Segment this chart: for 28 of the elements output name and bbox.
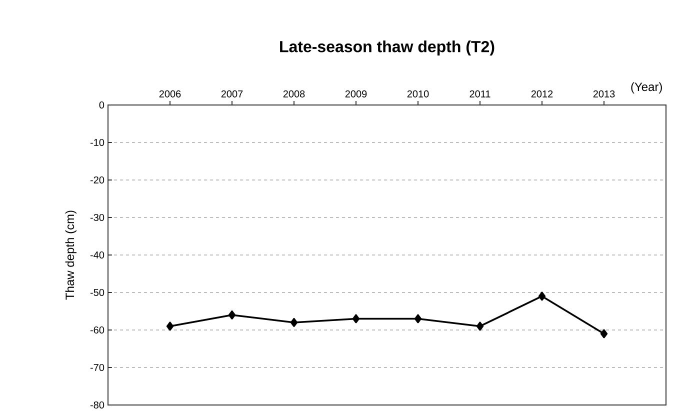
x-tick-label: 2006 [159,90,181,98]
y-tick-label: -10 [90,138,104,146]
y-tick-label: -40 [90,251,104,259]
point [228,310,236,320]
x-axis-title: (Year) [631,82,662,94]
y-tick-label: -80 [90,401,104,409]
x-tick-label: 2011 [470,90,490,98]
x-tick-label: 2013 [593,90,615,98]
y-tick-label: -60 [90,326,104,334]
y-tick-label: -20 [90,176,104,184]
point [538,292,546,301]
y-tick-label: -30 [90,214,104,222]
x-tick-label: 2012 [531,90,553,98]
point [290,318,298,327]
y-tick-label: 0 [99,101,104,109]
point [352,314,360,324]
point [476,322,484,331]
x-tick-label: 2009 [345,90,367,98]
point [414,314,422,324]
point [166,322,174,331]
y-axis-title: Thaw depth (cm) [65,210,76,300]
point [600,329,608,338]
y-tick-label: -50 [90,288,104,296]
x-tick-label: 2010 [407,90,429,98]
x-tick-label: 2008 [283,90,305,98]
x-tick-label: 2007 [221,90,243,98]
chart-title: Late-season thaw depth (T2) [280,40,494,56]
y-tick-label: -70 [90,364,104,372]
